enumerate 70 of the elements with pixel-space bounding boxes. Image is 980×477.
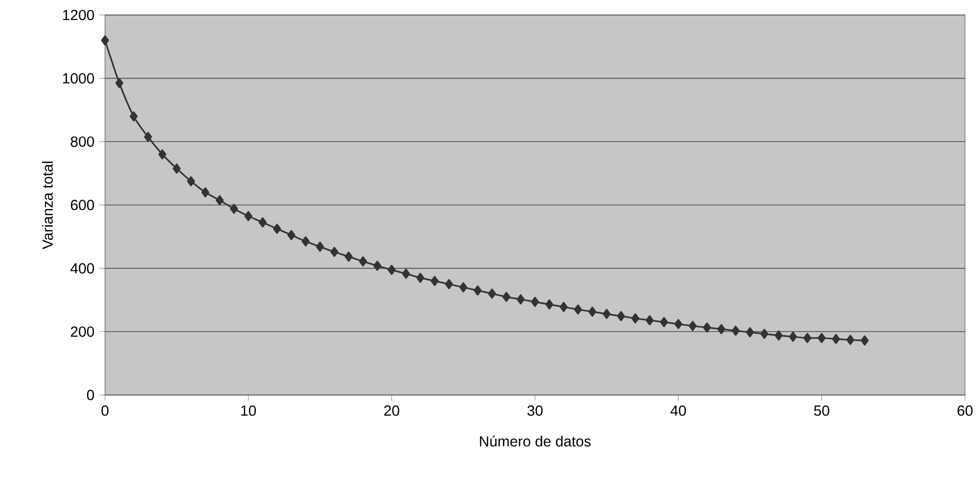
point — [474, 285, 482, 296]
point — [258, 217, 267, 228]
point — [130, 111, 138, 122]
point — [373, 260, 382, 271]
point — [602, 308, 611, 319]
point — [560, 302, 568, 312]
point — [832, 334, 840, 344]
y-tick-label: 400 — [70, 263, 94, 274]
point — [244, 211, 252, 222]
point — [732, 326, 740, 336]
point — [287, 230, 296, 240]
point — [574, 304, 582, 315]
point — [703, 322, 712, 333]
point — [445, 279, 454, 290]
y-tick-label: 800 — [70, 136, 94, 147]
point — [216, 195, 224, 206]
y-axis-title: Varianza total — [42, 162, 53, 250]
y-tick-label: 0 — [87, 390, 94, 400]
point — [674, 318, 682, 330]
point — [416, 272, 424, 283]
point — [760, 328, 768, 339]
point — [846, 334, 854, 345]
y-tick-label: 200 — [70, 326, 94, 337]
x-axis-title: Número de datos — [480, 436, 591, 447]
point — [158, 149, 166, 160]
point — [230, 204, 238, 214]
point — [516, 294, 525, 304]
point — [717, 324, 726, 334]
x-tick-label: 60 — [958, 405, 973, 416]
point — [316, 242, 324, 252]
point — [746, 327, 754, 338]
point — [344, 252, 353, 262]
point — [789, 332, 798, 342]
point — [646, 315, 654, 326]
x-tick-label: 10 — [241, 405, 256, 416]
point — [588, 306, 596, 317]
point — [187, 176, 196, 186]
point — [402, 268, 410, 279]
x-tick-label: 0 — [102, 405, 109, 416]
point — [172, 164, 181, 174]
point — [631, 313, 640, 324]
y-tick-label: 1000 — [63, 73, 94, 84]
x-tick-label: 40 — [670, 405, 686, 416]
point — [302, 236, 310, 246]
point — [531, 296, 540, 307]
y-tick-label: 600 — [70, 200, 94, 210]
point — [617, 311, 626, 322]
point — [488, 288, 496, 299]
point — [144, 132, 152, 142]
point — [660, 317, 668, 328]
point — [273, 224, 282, 234]
point — [430, 276, 439, 286]
point — [774, 330, 783, 341]
point — [388, 264, 396, 275]
x-tick-label: 20 — [384, 405, 400, 416]
x-tick-label: 30 — [527, 405, 543, 416]
point — [359, 256, 368, 266]
point — [459, 282, 468, 292]
point — [818, 332, 826, 344]
point — [101, 35, 110, 46]
point — [545, 299, 554, 310]
point — [860, 335, 869, 346]
point — [502, 292, 510, 302]
point — [803, 332, 812, 344]
point — [201, 187, 210, 198]
point — [688, 320, 697, 332]
point — [115, 78, 124, 88]
x-tick-label: 50 — [814, 405, 830, 416]
y-tick-label: 1200 — [63, 10, 94, 20]
point — [330, 246, 338, 257]
